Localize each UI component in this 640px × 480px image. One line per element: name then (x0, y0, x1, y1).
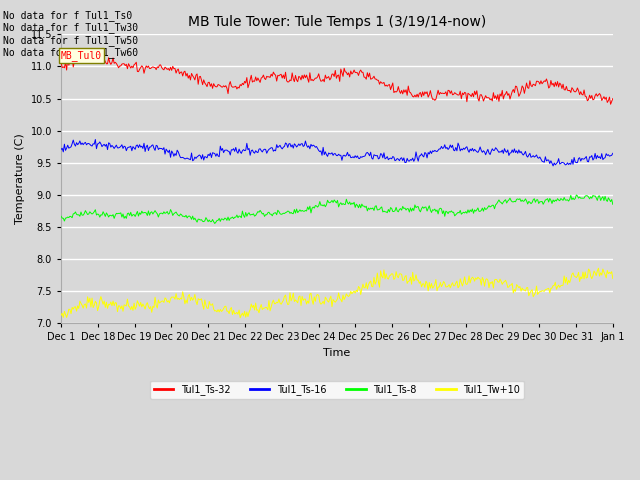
Text: No data for f Tul1_Ts0
No data for f Tul1_Tw30
No data for f Tul1_Tw50
No data f: No data for f Tul1_Ts0 No data for f Tul… (3, 10, 138, 58)
X-axis label: Time: Time (323, 348, 351, 358)
Title: MB Tule Tower: Tule Temps 1 (3/19/14-now): MB Tule Tower: Tule Temps 1 (3/19/14-now… (188, 15, 486, 29)
Text: MB_Tul0: MB_Tul0 (61, 50, 102, 61)
Y-axis label: Temperature (C): Temperature (C) (15, 133, 25, 224)
Legend: Tul1_Ts-32, Tul1_Ts-16, Tul1_Ts-8, Tul1_Tw+10: Tul1_Ts-32, Tul1_Ts-16, Tul1_Ts-8, Tul1_… (150, 381, 524, 399)
